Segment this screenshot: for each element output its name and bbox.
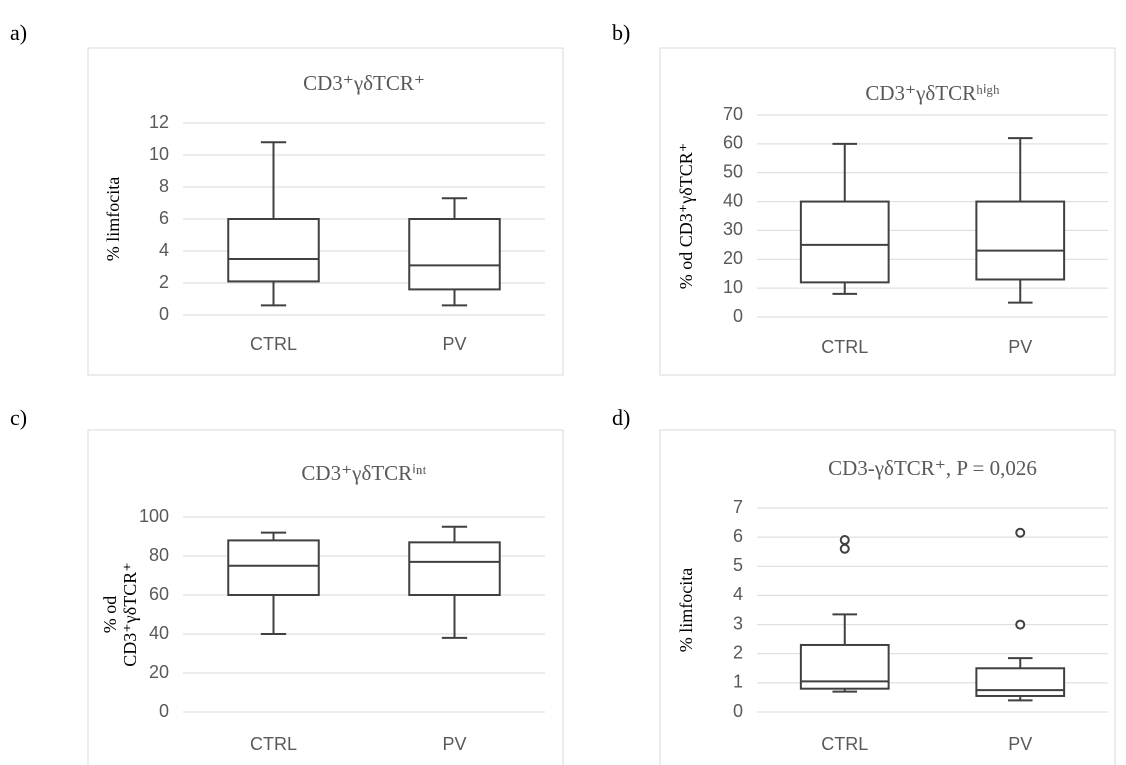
x-tick-label: CTRL [821,337,868,357]
outlier [839,543,850,554]
panel-border [87,429,564,765]
y-tick-label: 20 [149,662,169,682]
box [799,200,890,284]
panel-label: a) [10,20,27,45]
y-tick-label: 4 [733,584,743,604]
y-tick-label: 7 [733,497,743,517]
panel-border [87,47,564,376]
y-tick-label: 0 [159,304,169,324]
y-tick-label: 20 [723,248,743,268]
y-tick-label: 50 [723,161,743,181]
y-tick-label: 3 [733,613,743,633]
panel-label: c) [10,405,27,430]
y-tick-label: 0 [733,306,743,326]
y-axis-label: % limfocita [676,568,696,652]
y-tick-label: 5 [733,555,743,575]
y-tick-label: 6 [733,526,743,546]
box [975,667,1066,697]
panel-label: d) [612,405,630,430]
y-axis-label: % od CD3⁺γδTCR⁺ [676,143,696,289]
chart-title: CD3⁺γδTCR⁺ [303,71,425,95]
outlier [1015,619,1026,630]
outlier [1015,527,1026,538]
box [408,218,501,291]
x-tick-label: CTRL [250,734,297,754]
box [408,541,501,596]
y-tick-label: 1 [733,672,743,692]
panel-border [659,47,1116,376]
y-tick-label: 6 [159,208,169,228]
y-tick-label: 12 [149,112,169,132]
x-tick-label: PV [442,734,466,754]
x-tick-label: PV [442,334,466,354]
chart-title: CD3⁺γδTCRⁱⁿᵗ [301,461,426,485]
panel-border [659,429,1116,765]
y-tick-label: 100 [139,506,169,526]
y-tick-label: 10 [149,144,169,164]
box [975,200,1066,281]
y-axis-label: CD3⁺γδTCR⁺ [120,562,140,666]
chart-title: CD3⁺γδTCRʰⁱᵍʰ [865,81,1000,105]
outlier [839,535,850,546]
y-tick-label: 60 [723,133,743,153]
y-tick-label: 0 [159,701,169,721]
y-tick-label: 80 [149,545,169,565]
x-tick-label: CTRL [821,734,868,754]
y-axis-label: % limfocita [103,177,123,261]
y-tick-label: 60 [149,584,169,604]
y-tick-label: 2 [733,642,743,662]
y-tick-label: 0 [733,701,743,721]
x-tick-label: PV [1008,337,1032,357]
chart-title: CD3-γδTCR⁺, P = 0,026 [828,456,1037,480]
y-axis-label: % od [100,596,120,634]
y-tick-label: 40 [149,623,169,643]
y-tick-label: 10 [723,277,743,297]
x-tick-label: PV [1008,734,1032,754]
panel-label: b) [612,20,630,45]
y-tick-label: 2 [159,272,169,292]
y-tick-label: 4 [159,240,169,260]
y-tick-label: 40 [723,190,743,210]
y-tick-label: 8 [159,176,169,196]
box [227,539,320,597]
x-tick-label: CTRL [250,334,297,354]
y-tick-label: 70 [723,104,743,124]
y-tick-label: 30 [723,219,743,239]
box [227,218,320,283]
